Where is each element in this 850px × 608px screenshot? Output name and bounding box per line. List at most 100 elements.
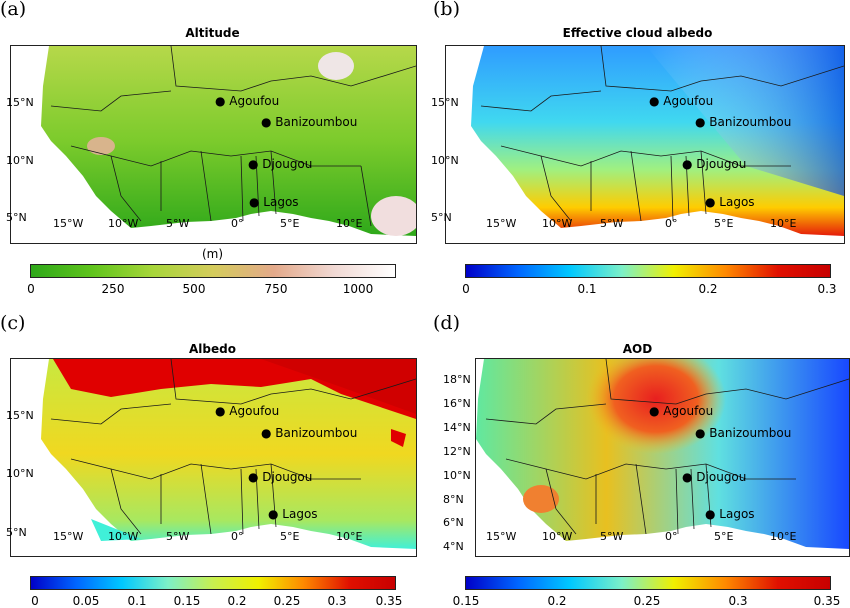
panel-altitude: (a) Altitude 15°N 10°N 5°N 15°W 1: [0, 0, 425, 304]
lon-tick: 10°W: [108, 217, 139, 230]
lat-tick: 10°N: [6, 467, 34, 480]
map-cloud-albedo: [445, 45, 845, 244]
lat-tick: 10°N: [431, 154, 459, 167]
panel-title: Albedo: [189, 342, 236, 356]
map-altitude: [10, 45, 417, 244]
panel-title: Effective cloud albedo: [562, 26, 713, 40]
land-albedo: [41, 359, 416, 549]
lat-tick: 6°N: [443, 516, 464, 529]
city-agoufou: ● Agoufou: [649, 404, 714, 418]
colorbar-tick: 0.2: [547, 594, 567, 608]
colorbar-tick: 0.25: [633, 594, 661, 608]
lat-tick: 4°N: [443, 540, 464, 553]
colorbar-tick: 0: [27, 282, 35, 296]
colorbar-tick: 0.1: [127, 594, 147, 608]
colorbar-tick: 0.3: [728, 594, 748, 608]
colorbar-tick: 0.25: [273, 594, 301, 608]
lat-tick: 12°N: [443, 445, 471, 458]
city-djougou: ● Djougou: [248, 470, 313, 484]
colorbar-tick: 250: [101, 282, 125, 296]
colorbar-tick: 0.15: [452, 594, 480, 608]
colorbar-tick: 1000: [342, 282, 374, 296]
map-aod: [475, 358, 850, 557]
lon-tick: 0°: [665, 530, 678, 543]
aod-hotspot: [586, 359, 726, 454]
panel-label: (b): [433, 0, 460, 20]
city-lagos: ● Lagos: [268, 507, 318, 521]
lon-tick: 5°E: [280, 217, 300, 230]
lon-tick: 5°E: [280, 530, 300, 543]
lon-tick: 10°W: [542, 217, 573, 230]
lon-tick: 5°W: [166, 530, 190, 543]
colorbar-tick: 0.1: [577, 282, 597, 296]
land-aod: [476, 359, 849, 549]
lat-tick: 5°N: [6, 211, 27, 224]
lon-tick: 10°E: [336, 530, 363, 543]
city-banizoumbou: ● Banizoumbou: [695, 115, 792, 129]
lat-tick: 15°N: [6, 96, 34, 109]
panel-title: AOD: [622, 342, 653, 356]
lat-tick: 8°N: [443, 493, 464, 506]
panel-albedo: (c) Albedo 15°N 10°N 5°N 15°W 10°W: [0, 304, 425, 608]
city-agoufou: ● Agoufou: [215, 94, 280, 108]
lat-tick: 15°N: [431, 96, 459, 109]
colorbar-tick: 0.15: [173, 594, 201, 608]
city-lagos: ● Lagos: [705, 507, 755, 521]
city-banizoumbou: ● Banizoumbou: [261, 115, 358, 129]
lat-tick: 18°N: [443, 373, 471, 386]
colorbar-tick: 750: [264, 282, 288, 296]
lon-tick: 5°W: [600, 217, 624, 230]
colorbar-tick: 500: [182, 282, 206, 296]
colorbar-aod: [465, 576, 831, 590]
lat-tick: 16°N: [443, 397, 471, 410]
lon-tick: 10°W: [542, 530, 573, 543]
city-banizoumbou: ● Banizoumbou: [261, 426, 358, 440]
lon-tick: 10°E: [770, 530, 797, 543]
panel-aod: (d) AOD 18°N 16°N 14°N: [425, 304, 850, 608]
panel-label: (a): [0, 0, 27, 20]
colorbar-albedo: [30, 576, 396, 590]
colorbar-tick: 0.35: [813, 594, 841, 608]
panel-label: (d): [433, 312, 460, 334]
lat-tick: 10°N: [443, 469, 471, 482]
map-albedo: [10, 358, 417, 557]
lon-tick: 15°W: [486, 530, 517, 543]
city-djougou: ● Djougou: [682, 157, 747, 171]
lon-tick: 5°W: [600, 530, 624, 543]
colorbar-tick: 0.35: [375, 594, 403, 608]
lat-tick: 5°N: [6, 526, 27, 539]
colorbar-tick: 0.3: [817, 282, 837, 296]
lon-tick: 15°W: [53, 530, 84, 543]
lon-tick: 10°E: [336, 217, 363, 230]
city-lagos: ● Lagos: [249, 195, 299, 209]
lat-tick: 5°N: [431, 211, 452, 224]
colorbar-cloud-albedo: [465, 264, 831, 278]
city-djougou: ● Djougou: [682, 470, 747, 484]
colorbar-unit: (m): [202, 247, 224, 261]
lon-tick: 0°: [665, 217, 678, 230]
highland-air: [318, 52, 354, 80]
lon-tick: 15°W: [486, 217, 517, 230]
city-banizoumbou: ● Banizoumbou: [695, 426, 792, 440]
lon-tick: 5°W: [166, 217, 190, 230]
colorbar-tick: 0.05: [72, 594, 100, 608]
city-agoufou: ● Agoufou: [649, 94, 714, 108]
colorbar-tick: 0.3: [327, 594, 347, 608]
lat-tick: 14°N: [443, 421, 471, 434]
panel-title: Altitude: [185, 26, 240, 40]
panel-cloud-albedo: (b) Effective cloud albedo 15°N 1: [425, 0, 850, 304]
highland-jos: [371, 196, 416, 236]
highland-guinea: [87, 137, 115, 155]
city-djougou: ● Djougou: [248, 157, 313, 171]
lon-tick: 0°: [231, 217, 244, 230]
lon-tick: 15°W: [53, 217, 84, 230]
city-lagos: ● Lagos: [705, 195, 755, 209]
lon-tick: 5°E: [714, 217, 734, 230]
aod-hotspot-west: [523, 485, 559, 513]
colorbar-tick: 0.2: [698, 282, 718, 296]
colorbar-tick: 0: [31, 594, 39, 608]
lon-tick: 10°W: [108, 530, 139, 543]
land-altitude: [41, 46, 416, 236]
panel-label: (c): [0, 312, 26, 334]
city-agoufou: ● Agoufou: [215, 404, 280, 418]
